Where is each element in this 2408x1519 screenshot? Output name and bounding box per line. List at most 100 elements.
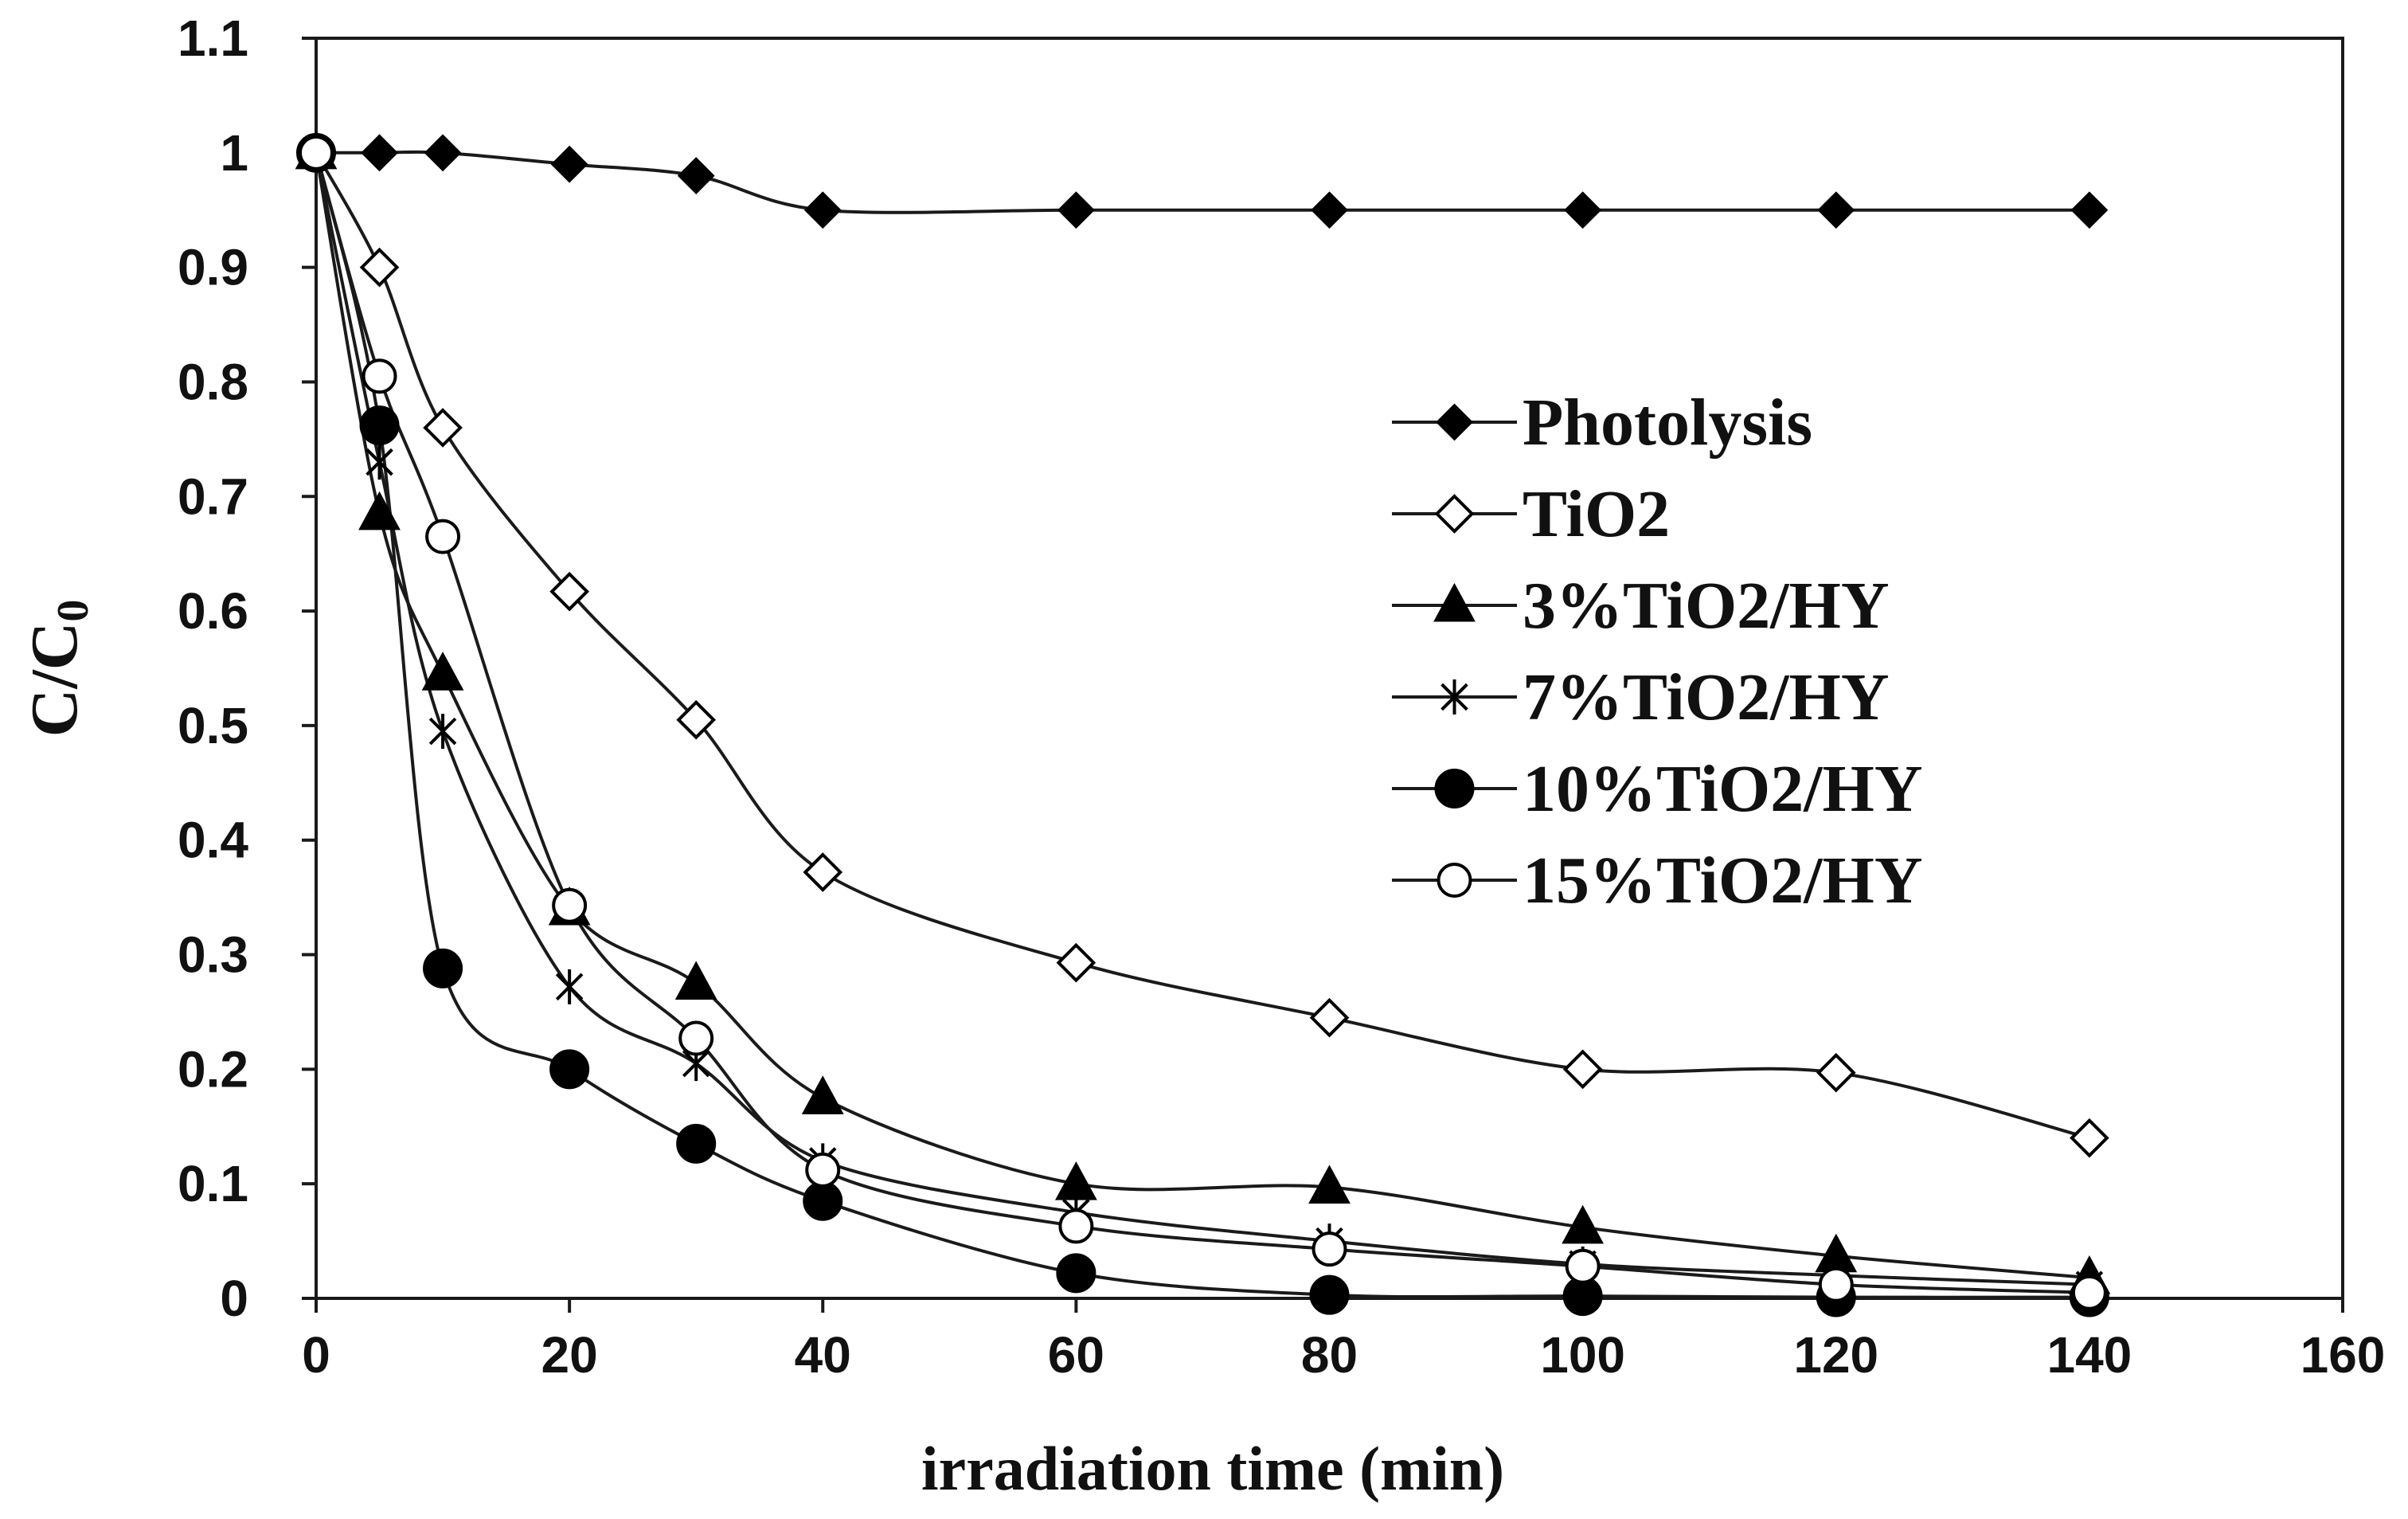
data-point-7pcttio2-hy xyxy=(555,969,584,1004)
data-point-15pcttio2-hy xyxy=(362,358,397,394)
x-tick-label: 140 xyxy=(2046,1326,2132,1384)
y-tick-label: 0.8 xyxy=(178,353,248,410)
legend-swatch-marker xyxy=(1433,582,1476,622)
legend-label: 3%TiO2/HY xyxy=(1523,569,1890,643)
series-markers xyxy=(295,130,2111,1317)
data-point-tio2 xyxy=(423,408,463,448)
legend-swatch-marker xyxy=(1434,769,1475,808)
data-point-photolysis xyxy=(550,145,588,183)
series-markers-10pcttio2-hy xyxy=(296,132,2109,1317)
x-axis-tick-labels: 0 20 40 60 80 100 120 140 160 xyxy=(302,1326,2385,1384)
data-point-photolysis xyxy=(1057,191,1095,229)
x-tick-label: 100 xyxy=(1540,1326,1625,1384)
data-point-tio2 xyxy=(803,852,843,892)
legend-label: Photolysis xyxy=(1523,386,1812,460)
data-point-15pcttio2-hy xyxy=(1818,1266,1854,1302)
x-tick-label: 80 xyxy=(1301,1326,1358,1384)
legend-label: 15%TiO2/HY xyxy=(1523,844,1923,918)
data-point-tio2 xyxy=(359,247,400,288)
data-point-3pcttio2-hy xyxy=(1308,1165,1351,1204)
y-tick-label: 0.7 xyxy=(178,468,248,525)
legend-label: TiO2 xyxy=(1523,477,1670,551)
x-tick-label: 0 xyxy=(302,1326,330,1384)
data-point-photolysis xyxy=(424,134,462,172)
y-tick-label: 0.9 xyxy=(178,239,248,296)
data-point-10pcttio2-hy xyxy=(803,1180,843,1221)
legend-swatch-marker xyxy=(1437,863,1472,898)
data-point-10pcttio2-hy xyxy=(359,405,400,446)
series-markers-tio2 xyxy=(296,132,2109,1158)
series-line-photolysis xyxy=(316,150,2089,214)
data-point-tio2 xyxy=(1562,1049,1603,1090)
data-point-15pcttio2-hy xyxy=(1312,1231,1347,1267)
y-tick-label: 0.4 xyxy=(178,812,248,869)
data-point-7pcttio2-hy xyxy=(366,444,393,480)
x-axis-title: irradiation time (min) xyxy=(921,1434,1504,1503)
data-point-tio2 xyxy=(676,699,717,740)
data-point-15pcttio2-hy xyxy=(552,887,588,923)
y-axis-title: C/C0 xyxy=(18,600,98,738)
data-point-10pcttio2-hy xyxy=(676,1123,717,1164)
y-tick-label: 0.2 xyxy=(178,1040,248,1098)
legend-swatch-marker xyxy=(1436,403,1473,441)
legend-item-photolysis: Photolysis xyxy=(1392,386,1812,460)
data-point-7pcttio2-hy xyxy=(428,714,457,750)
data-point-tio2 xyxy=(1056,942,1096,983)
data-point-15pcttio2-hy xyxy=(1058,1208,1094,1244)
data-point-photolysis xyxy=(803,191,842,229)
legend: Photolysis TiO2 3%TiO2/HY 7%TiO2/HY 10%TiO2/… xyxy=(1392,386,1923,918)
series-markers-15pcttio2-hy xyxy=(299,135,2107,1310)
data-point-10pcttio2-hy xyxy=(549,1049,590,1090)
data-point-15pcttio2-hy xyxy=(2071,1274,2107,1310)
y-tick-label: 1.1 xyxy=(178,10,248,67)
y-tick-label: 0.6 xyxy=(178,582,248,640)
data-point-10pcttio2-hy xyxy=(1056,1253,1096,1294)
data-point-tio2 xyxy=(549,571,589,612)
data-point-photolysis xyxy=(1564,191,1602,229)
data-point-10pcttio2-hy xyxy=(423,948,463,989)
legend-label: 10%TiO2/HY xyxy=(1523,752,1923,826)
data-point-photolysis xyxy=(2070,191,2109,229)
data-point-10pcttio2-hy xyxy=(1309,1274,1350,1315)
y-axis-title-main: C/C xyxy=(18,622,92,738)
x-tick-label: 40 xyxy=(795,1326,851,1384)
legend-item-3pcttio2-hy: 3%TiO2/HY xyxy=(1392,569,1890,643)
data-point-3pcttio2-hy xyxy=(801,1075,844,1114)
y-tick-label: 0.5 xyxy=(178,697,248,754)
data-point-15pcttio2-hy xyxy=(299,135,334,170)
data-point-photolysis xyxy=(1311,191,1348,229)
data-point-3pcttio2-hy xyxy=(358,491,401,530)
x-tick-label: 20 xyxy=(541,1326,598,1384)
data-point-photolysis xyxy=(677,157,715,194)
data-point-3pcttio2-hy xyxy=(674,961,717,1000)
data-point-3pcttio2-hy xyxy=(421,652,464,691)
data-point-15pcttio2-hy xyxy=(1565,1248,1601,1284)
legend-item-10pcttio2-hy: 10%TiO2/HY xyxy=(1392,752,1923,826)
x-tick-label: 120 xyxy=(1793,1326,1878,1384)
y-axis-title-subscript: 0 xyxy=(49,600,98,622)
legend-swatch-marker xyxy=(1440,679,1468,714)
legend-label: 7%TiO2/HY xyxy=(1523,660,1890,734)
legend-item-7pcttio2-hy: 7%TiO2/HY xyxy=(1392,660,1890,734)
data-point-3pcttio2-hy xyxy=(1562,1204,1605,1244)
data-point-tio2 xyxy=(2070,1118,2109,1158)
y-tick-label: 1 xyxy=(220,124,248,182)
legend-item-tio2: TiO2 xyxy=(1392,477,1670,551)
y-tick-label: 0 xyxy=(220,1270,248,1327)
svg-text:C/C0: C/C0 xyxy=(18,600,98,738)
y-tick-label: 0.3 xyxy=(178,926,248,984)
y-tick-label: 0.1 xyxy=(178,1155,248,1212)
data-point-tio2 xyxy=(1309,997,1350,1038)
x-tick-label: 60 xyxy=(1048,1326,1104,1384)
data-point-tio2 xyxy=(1816,1052,1856,1093)
y-axis-tick-labels: 0 0.1 0.2 0.3 0.4 0.5 0.6 0.7 0.8 0.9 1 1.1 xyxy=(178,10,248,1327)
data-point-photolysis xyxy=(1817,191,1855,229)
data-point-photolysis xyxy=(361,134,398,172)
legend-item-15pcttio2-hy: 15%TiO2/HY xyxy=(1392,844,1923,918)
data-point-15pcttio2-hy xyxy=(678,1020,714,1056)
x-tick-label: 160 xyxy=(2300,1326,2386,1384)
legend-swatch-marker xyxy=(1434,494,1475,534)
data-point-15pcttio2-hy xyxy=(805,1152,841,1188)
